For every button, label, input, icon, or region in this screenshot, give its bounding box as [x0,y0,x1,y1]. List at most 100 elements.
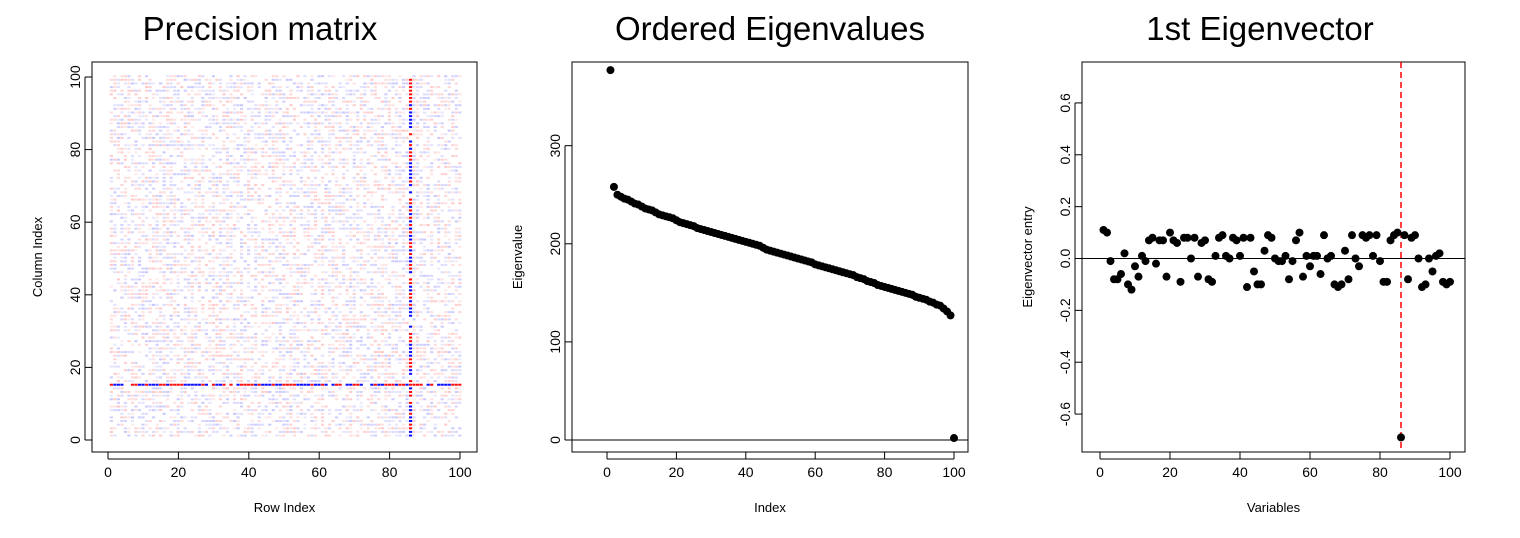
heatmap-cell [345,289,349,292]
heatmap-cell [123,289,128,292]
heatmap-cell [317,347,321,350]
heatmap-cell [159,307,163,310]
heatmap-cell [208,416,212,419]
heatmap-cell [408,220,413,223]
heatmap-cell [208,427,212,430]
heatmap-cell [183,118,187,121]
heatmap-cell [208,100,212,103]
heatmap-cell [282,303,286,306]
heatmap-cell [416,136,420,139]
heatmap-cell [412,249,416,252]
heatmap-cell [155,140,159,143]
heatmap-cell [141,111,145,114]
heatmap-cell [123,278,128,281]
heatmap-cell [240,274,244,277]
heatmap-cell [278,216,282,219]
heatmap-cell [152,144,156,147]
heatmap-cell [408,249,413,252]
heatmap-cell [416,369,420,372]
heatmap-cell [268,82,272,85]
heatmap-cell [236,78,240,81]
heatmap-cell [299,376,304,379]
heatmap-cell [261,322,265,325]
heatmap-cell [141,213,145,216]
heatmap-cell [394,285,399,288]
heatmap-cell [285,347,289,350]
heatmap-cell [387,100,392,103]
heatmap-cell [236,427,240,430]
heatmap-cell [166,144,170,147]
heatmap-cell [370,245,374,248]
heatmap-cell [370,296,374,299]
heatmap-cell [335,285,339,288]
heatmap-cell [356,274,360,277]
heatmap-cell [416,115,420,118]
heatmap-cell [359,165,363,168]
heatmap-cell [201,224,205,227]
heatmap-cell [113,169,117,172]
heatmap-cell [222,380,226,383]
heatmap-cell [113,303,117,306]
heatmap-cell [173,292,177,295]
heatmap-cell [211,224,216,227]
heatmap-cell [222,263,226,266]
heatmap-cell [285,202,289,205]
heatmap-cell [197,184,201,187]
heatmap-cell [183,307,187,310]
heatmap-cell [408,158,413,161]
heatmap-cell [194,325,198,328]
heatmap-cell [320,82,325,85]
heatmap-cell [240,387,244,390]
heatmap-cell [289,227,293,230]
heatmap-cell [313,238,318,241]
heatmap-cell [183,387,187,390]
heatmap-cell [162,322,166,325]
heatmap-cell [391,383,395,386]
heatmap-cell [352,162,356,165]
heatmap-cell [278,307,282,310]
heatmap-cell [162,390,166,393]
heatmap-cell [328,165,332,168]
heatmap-cell [162,209,166,212]
heatmap-cell [398,416,402,419]
heatmap-cell [338,107,342,110]
heatmap-cell [352,75,356,78]
heatmap-cell [384,100,388,103]
heatmap-cell [159,115,163,118]
heatmap-cell [412,311,416,314]
heatmap-cell [416,343,420,346]
heatmap-cell [155,292,159,295]
heatmap-cell [116,311,120,314]
heatmap-cell [257,187,261,190]
heatmap-cell [183,122,187,125]
heatmap-cell [405,162,409,165]
heatmap-cell [384,93,388,96]
heatmap-cell [345,420,349,423]
heatmap-cell [391,343,395,346]
heatmap-cell [310,107,314,110]
heatmap-cell [187,351,191,354]
heatmap-cell [405,216,409,219]
heatmap-cell [292,383,296,386]
heatmap-cell [394,187,399,190]
heatmap-cell [268,289,272,292]
heatmap-cell [394,238,399,241]
heatmap-cell [194,93,198,96]
heatmap-cell [243,394,247,397]
heatmap-cell [162,263,166,266]
heatmap-cell [394,216,399,219]
heatmap-cell [313,165,318,168]
heatmap-cell [215,209,219,212]
heatmap-cell [254,372,258,375]
heatmap-cell [328,325,332,328]
heatmap-cell [120,78,124,81]
heatmap-cell [373,173,377,176]
heatmap-cell [408,224,413,227]
heatmap-cell [324,187,328,190]
heatmap-cell [359,401,363,404]
heatmap-cell [278,332,282,335]
heatmap-cell [412,260,416,263]
heatmap-cell [159,169,163,172]
heatmap-cell [419,423,423,426]
heatmap-cell [176,173,180,176]
